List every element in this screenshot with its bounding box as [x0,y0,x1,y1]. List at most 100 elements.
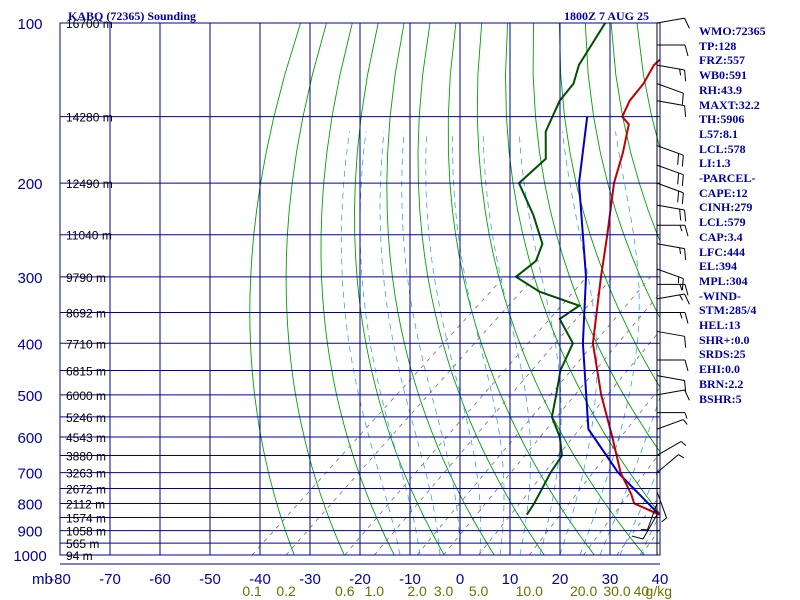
wind-barb [656,204,687,222]
wind-barb [656,441,687,456]
stat-line: CAPE:12 [699,185,748,200]
dry-adiabat [417,23,545,555]
mixing-ratio-label: 0.1 [242,583,262,599]
dry-adiabat [766,23,800,555]
moist-adiabat [340,131,401,555]
stat-line: -WIND- [699,288,741,303]
temperature-tick-label: -30 [299,571,321,588]
height-label: 12490 m [66,177,113,191]
dry-adiabat [354,23,445,555]
wind-barb [656,375,687,392]
mixing-ratio-unit: g/kg [646,583,672,599]
stat-line: LFC:444 [699,244,745,259]
mixing-ratio-line [285,276,535,555]
stat-line: -PARCEL- [699,171,756,186]
moist-adiabat [401,131,461,555]
stat-line: LI:1.3 [699,156,731,171]
dry-adiabat [792,23,800,555]
height-label: 4543 m [66,431,106,445]
height-label: 5246 m [66,411,106,425]
wind-barb [656,182,684,205]
sounding-indices-panel: WMO:72365 TP:128 FRZ:557 WB0:591 RH:43.9 MAXT… [699,24,766,406]
stat-line: LCL:578 [699,141,746,156]
mixing-ratio-label: 0.6 [335,583,355,599]
dry-adiabat [285,23,345,555]
pressure-tick-label: 200 [17,176,42,193]
stat-line: WMO:72365 [699,24,766,38]
mixing-ratio-label: 1.0 [365,583,385,599]
height-label: 1058 m [66,525,106,539]
moist-adiabat [452,131,505,555]
dry-adiabat [386,23,495,555]
wind-barb [657,311,689,324]
dry-adiabat [249,23,302,555]
mixing-ratio-label: 40 [634,583,650,599]
station-title: KABQ (72365) Sounding [68,9,197,23]
wind-barb [657,412,688,419]
pressure-unit-label: mb [32,571,53,588]
temperature-tick-label: -80 [49,571,71,588]
wind-barb [641,503,658,531]
stat-line: TH:5906 [699,112,745,127]
temperature-tick-label: -60 [149,571,171,588]
stat-line: MAXT:32.2 [699,97,760,112]
mixing-ratio-label: 0.2 [276,583,296,599]
mixing-ratio-line [374,276,614,555]
wind-barb [656,293,690,305]
stat-line: CAP:3.4 [699,229,743,244]
temperature-tick-label: 0 [456,571,464,588]
moist-adiabat [599,395,660,555]
moist-adiabat [619,464,660,555]
stat-line: TP:128 [699,38,737,53]
wind-barb [656,164,684,187]
pressure-tick-label: 700 [17,466,42,483]
dry-adiabat [584,23,660,319]
height-label: 7710 m [66,337,106,351]
temperature-trace [591,58,660,516]
height-label: 3880 m [66,449,106,463]
dry-adiabat [447,23,595,555]
mixing-ratio-label: 10.0 [516,583,543,599]
moist-adiabat [425,131,482,555]
height-label: 14280 m [66,111,113,125]
mixing-ratio-line [416,276,651,555]
temperature-tick-label: 40 [652,571,669,588]
pressure-tick-label: 800 [17,496,42,513]
pressure-tick-label: 300 [17,270,42,287]
mixing-ratio-line [528,386,660,555]
temperature-tick-label: -10 [399,571,421,588]
stat-line: EHI:0.0 [699,362,741,377]
stat-line: LCL:579 [699,215,746,230]
wind-barb [656,419,688,430]
wind-barb [656,64,687,82]
height-label: 6000 m [66,389,106,403]
wind-barb [656,268,684,290]
stat-line: L57:8.1 [699,126,738,141]
plot-frame [59,22,661,556]
temperature-tick-label: 20 [552,571,569,588]
height-label: 16700 m [66,17,113,31]
stat-line: BSHR:5 [699,391,742,406]
stat-line: BRN:2.2 [699,376,744,391]
wind-barb [657,283,689,296]
mixing-ratio-line [344,276,588,555]
height-label: 94 m [66,549,93,563]
mixing-ratio-label: 3.0 [434,583,454,599]
mixing-ratio-line [478,330,660,555]
temperature-tick-label: -40 [249,571,271,588]
height-label: 6815 m [66,365,106,379]
height-label: 1574 m [66,511,106,525]
wind-barb [656,17,690,29]
valid-time: 1800Z 7 AUG 25 [564,9,650,23]
dry-adiabat [320,23,395,555]
moist-adiabat [359,131,421,555]
wind-barb [656,389,690,401]
height-label: 9790 m [66,271,106,285]
pressure-tick-label: 100 [17,16,42,33]
wind-barb [656,454,685,473]
parcel-trace [577,116,660,516]
mixing-ratio-label: 20.0 [570,583,597,599]
temperature-tick-label: -20 [349,571,371,588]
wind-barb [656,145,684,167]
